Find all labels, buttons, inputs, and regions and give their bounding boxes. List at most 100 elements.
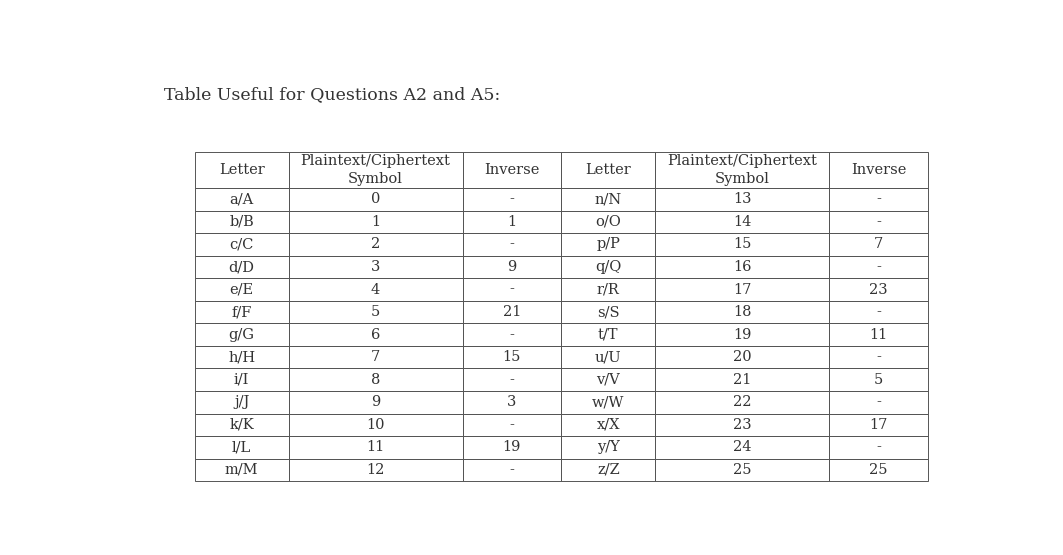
Text: k/K: k/K [230,418,254,432]
Bar [655,233,829,256]
Text: -: - [509,327,514,342]
Bar [561,436,655,458]
Text: 14: 14 [733,215,752,229]
Bar [462,211,561,233]
Bar [829,413,928,436]
Bar [289,301,462,324]
Bar [829,301,928,324]
Text: 1: 1 [371,215,381,229]
Bar [655,458,829,481]
Text: 5: 5 [371,305,381,319]
Bar [655,188,829,211]
Text: Inverse: Inverse [485,163,540,177]
Bar [195,391,289,413]
Bar [195,458,289,481]
Text: -: - [876,260,881,274]
Text: -: - [876,193,881,206]
Text: Inverse: Inverse [850,163,906,177]
Text: 25: 25 [870,463,888,477]
Text: u/U: u/U [595,350,622,364]
Bar [829,278,928,301]
Bar [561,301,655,324]
Bar [561,256,655,278]
Text: 17: 17 [733,282,752,296]
Text: 5: 5 [874,373,883,387]
Text: -: - [509,238,514,251]
Bar [561,278,655,301]
Text: f/F: f/F [232,305,252,319]
Bar [561,324,655,346]
Bar [289,369,462,391]
Text: l/L: l/L [232,440,251,455]
Bar [289,233,462,256]
Bar [655,324,829,346]
Bar [195,211,289,233]
Text: -: - [509,282,514,296]
Text: q/Q: q/Q [595,260,622,274]
Text: y/Y: y/Y [596,440,620,455]
Text: x/X: x/X [596,418,620,432]
Bar [462,413,561,436]
Text: 7: 7 [371,350,381,364]
Text: 9: 9 [507,260,517,274]
Bar [655,369,829,391]
Bar [561,233,655,256]
Text: 7: 7 [874,238,883,251]
Bar [655,436,829,458]
Text: d/D: d/D [229,260,255,274]
Text: 19: 19 [733,327,752,342]
Text: j/J: j/J [234,395,250,409]
Bar [829,233,928,256]
Text: 16: 16 [733,260,752,274]
Bar [289,346,462,369]
Text: 24: 24 [733,440,752,455]
Text: 12: 12 [367,463,385,477]
Text: c/C: c/C [230,238,254,251]
Text: Table Useful for Questions A2 and A5:: Table Useful for Questions A2 and A5: [164,86,501,103]
Text: 19: 19 [503,440,521,455]
Bar [195,188,289,211]
Text: 23: 23 [732,418,752,432]
Bar [561,346,655,369]
Text: Letter: Letter [219,163,265,177]
Bar [829,256,928,278]
Text: 22: 22 [733,395,752,409]
Bar [289,413,462,436]
Bar [462,256,561,278]
Text: 18: 18 [733,305,752,319]
Text: 0: 0 [371,193,381,206]
Bar [829,152,928,188]
Bar [289,256,462,278]
Text: n/N: n/N [594,193,622,206]
Bar [195,233,289,256]
Text: w/W: w/W [592,395,624,409]
Bar [561,413,655,436]
Bar [289,211,462,233]
Bar [462,346,561,369]
Bar [462,233,561,256]
Text: r/R: r/R [597,282,620,296]
Bar [829,211,928,233]
Text: 17: 17 [870,418,888,432]
Text: 21: 21 [503,305,521,319]
Text: -: - [509,193,514,206]
Bar [462,152,561,188]
Text: -: - [876,215,881,229]
Bar [462,188,561,211]
Bar [829,346,928,369]
Text: i/I: i/I [234,373,250,387]
Bar [462,324,561,346]
Text: 11: 11 [870,327,888,342]
Text: 3: 3 [371,260,381,274]
Bar [195,413,289,436]
Bar [462,458,561,481]
Bar [829,391,928,413]
Bar [655,346,829,369]
Text: 25: 25 [733,463,752,477]
Bar [829,188,928,211]
Text: -: - [509,373,514,387]
Bar [195,346,289,369]
Bar [561,458,655,481]
Bar [289,458,462,481]
Bar [462,391,561,413]
